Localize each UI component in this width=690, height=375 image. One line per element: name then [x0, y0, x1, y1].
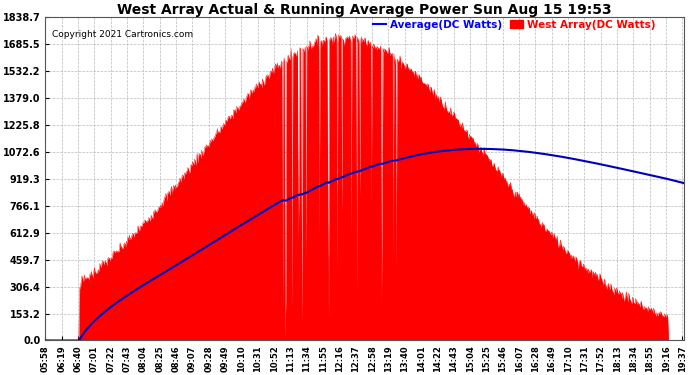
- Title: West Array Actual & Running Average Power Sun Aug 15 19:53: West Array Actual & Running Average Powe…: [117, 3, 612, 17]
- Text: Copyright 2021 Cartronics.com: Copyright 2021 Cartronics.com: [52, 30, 193, 39]
- Legend: Average(DC Watts), West Array(DC Watts): Average(DC Watts), West Array(DC Watts): [369, 15, 660, 34]
